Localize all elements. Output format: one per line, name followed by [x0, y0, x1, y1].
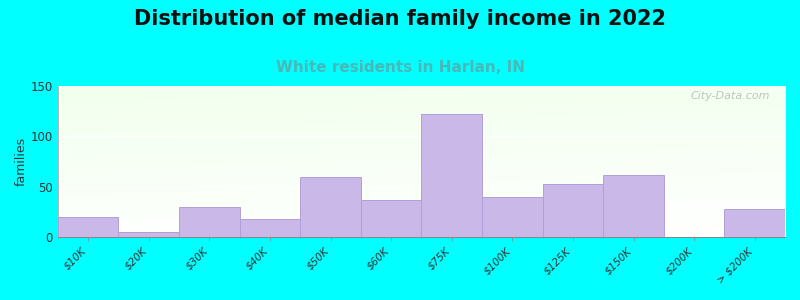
- Bar: [725, 209, 785, 237]
- Bar: [240, 219, 300, 237]
- Text: White residents in Harlan, IN: White residents in Harlan, IN: [275, 60, 525, 75]
- Bar: [482, 197, 542, 237]
- Bar: [118, 232, 179, 237]
- Text: City-Data.com: City-Data.com: [691, 91, 770, 100]
- Bar: [361, 200, 422, 237]
- Bar: [300, 176, 361, 237]
- Bar: [603, 175, 664, 237]
- Bar: [422, 114, 482, 237]
- Bar: [542, 184, 603, 237]
- Bar: [58, 217, 118, 237]
- Bar: [179, 207, 240, 237]
- Text: Distribution of median family income in 2022: Distribution of median family income in …: [134, 9, 666, 29]
- Y-axis label: families: families: [15, 137, 28, 186]
